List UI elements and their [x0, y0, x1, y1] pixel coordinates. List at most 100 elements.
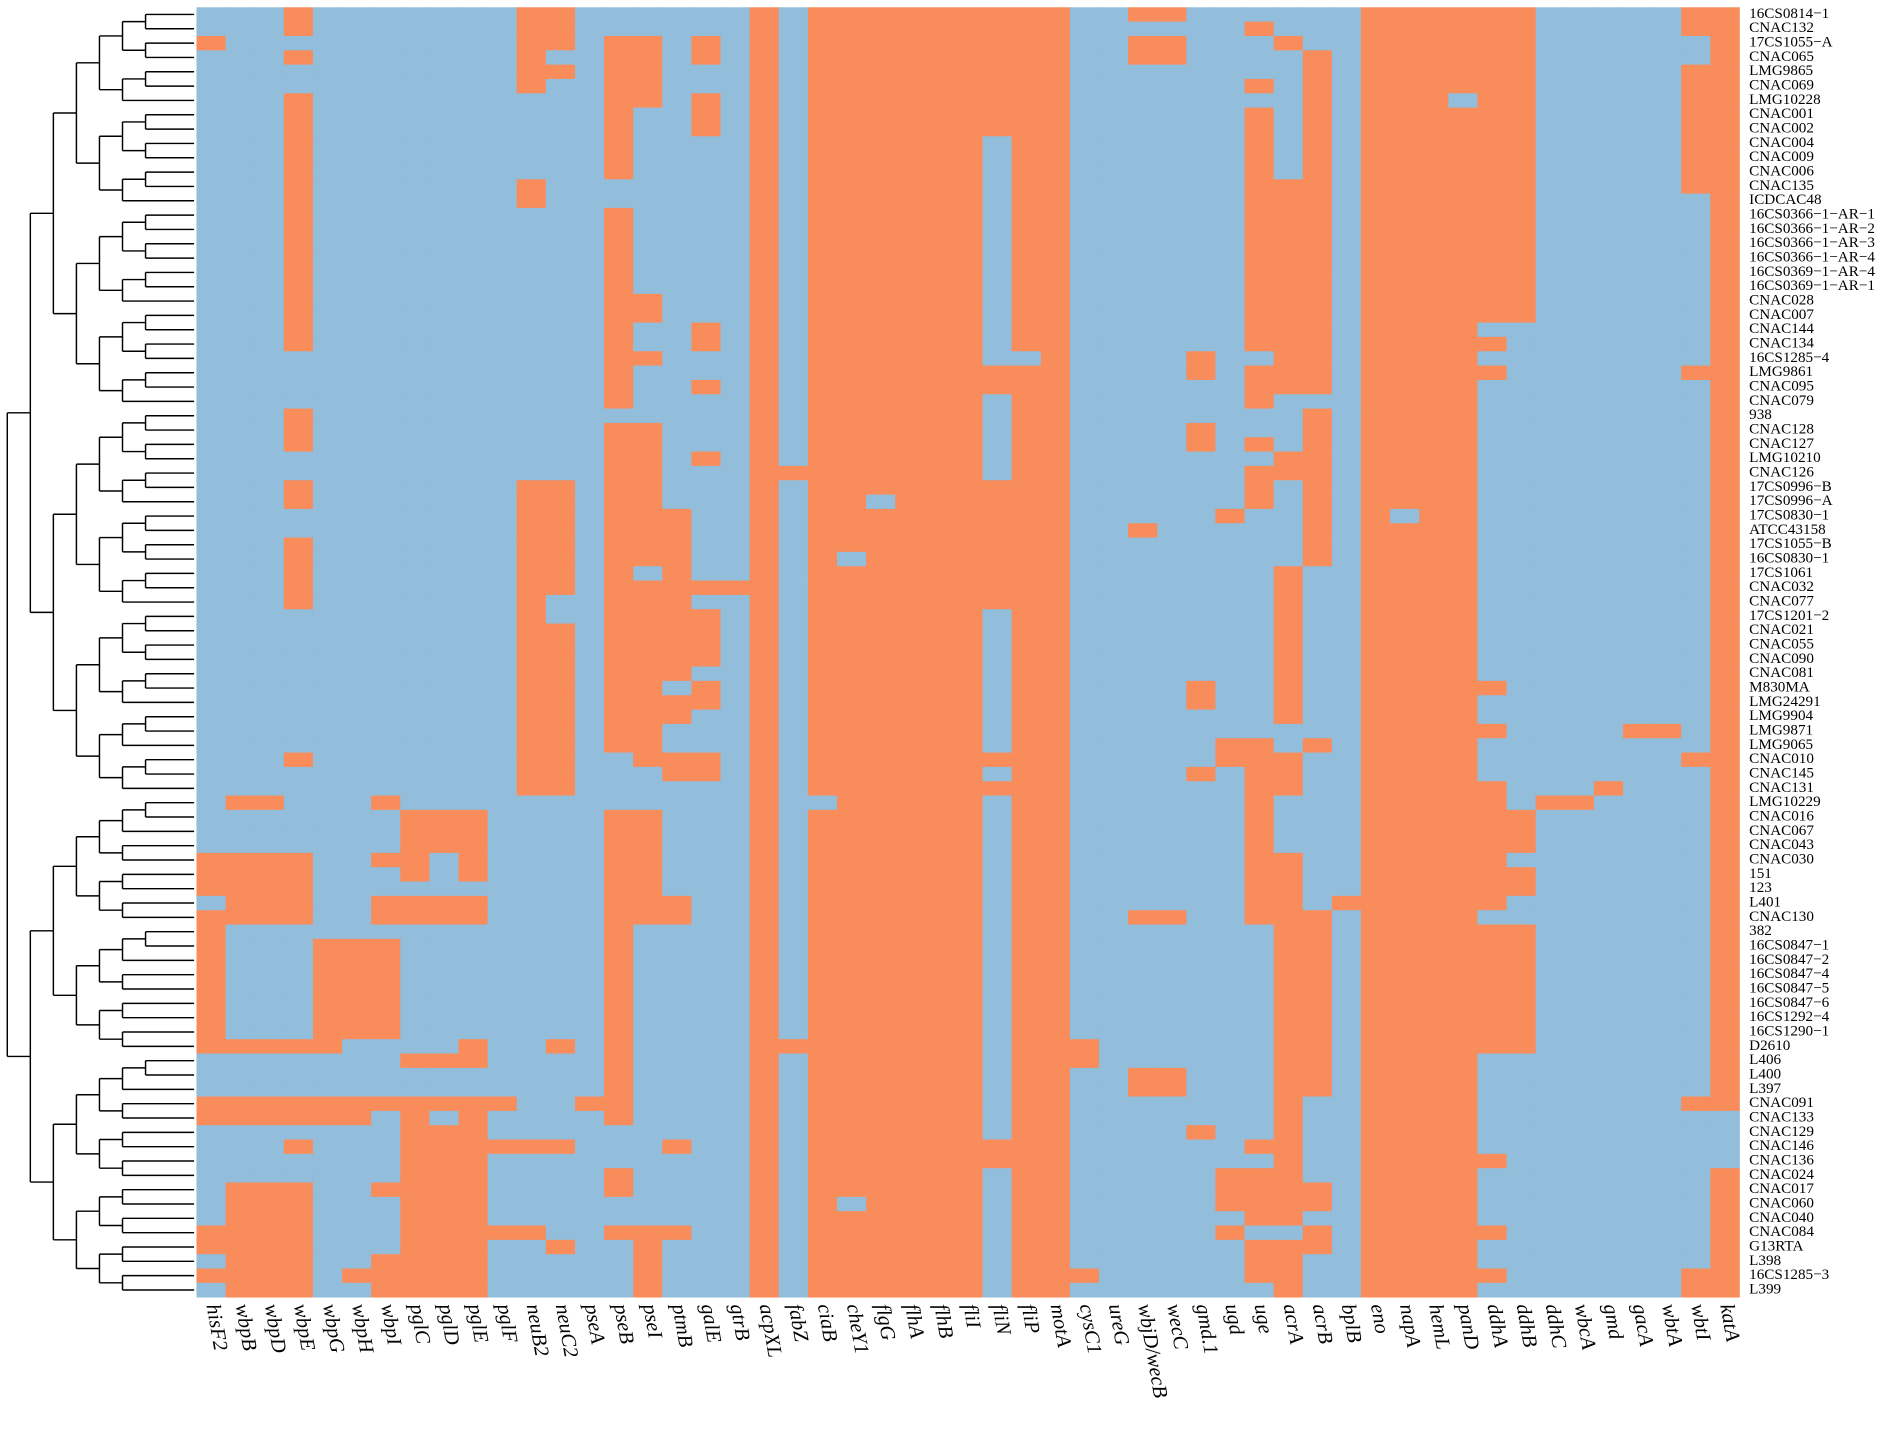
heatmap-cell: [429, 910, 459, 925]
heatmap-cell: [1593, 795, 1624, 811]
heatmap-cell: [254, 723, 285, 739]
heatmap-cell: [545, 738, 576, 753]
heatmap-cell: [1215, 193, 1245, 209]
heatmap-cell: [778, 236, 809, 252]
heatmap-cell: [720, 609, 751, 624]
heatmap-cell: [604, 250, 634, 266]
heatmap-cell: [1098, 523, 1129, 538]
heatmap-cell: [545, 637, 576, 653]
heatmap-cell: [1477, 867, 1507, 882]
heatmap-cell: [807, 852, 838, 868]
heatmap-cell: [254, 1024, 285, 1040]
heatmap-cell: [924, 766, 954, 782]
heatmap-cell: [633, 451, 663, 467]
heatmap-cell: [312, 265, 343, 280]
heatmap-cell: [225, 938, 256, 954]
heatmap-cell: [458, 1211, 488, 1226]
heatmap-cell: [749, 1096, 780, 1112]
heatmap-cell: [1681, 35, 1711, 51]
heatmap-cell: [691, 680, 721, 696]
heatmap-cell: [895, 1010, 925, 1026]
heatmap-cell: [371, 781, 401, 796]
heatmap-cell: [516, 723, 547, 739]
row-label: CNAC146: [1749, 1137, 1814, 1154]
heatmap-cell: [312, 179, 343, 194]
heatmap-cell: [342, 1282, 372, 1298]
heatmap-cell: [342, 351, 372, 366]
heatmap-cell: [749, 21, 780, 37]
heatmap-cell: [749, 924, 780, 940]
heatmap-cell: [283, 752, 314, 768]
heatmap-cell: [516, 1024, 547, 1040]
heatmap-cell: [924, 1053, 954, 1069]
heatmap-cell: [1652, 666, 1682, 682]
heatmap-cell: [545, 451, 576, 467]
heatmap-cell: [749, 809, 780, 825]
heatmap-cell: [749, 351, 780, 366]
heatmap-cell: [400, 881, 430, 897]
heatmap-cell: [720, 308, 751, 323]
heatmap-cell: [429, 7, 459, 22]
heatmap-cell: [1593, 1139, 1624, 1155]
heatmap-cell: [778, 121, 809, 137]
heatmap-cell: [1448, 967, 1478, 983]
heatmap-cell: [1419, 394, 1449, 409]
heatmap-cell: [982, 1024, 1013, 1040]
heatmap-cell: [1186, 910, 1216, 925]
row-label: CNAC043: [1749, 836, 1814, 853]
heatmap-cell: [1040, 795, 1071, 811]
heatmap-cell: [953, 867, 983, 882]
heatmap-cell: [1069, 293, 1100, 309]
heatmap-cell: [196, 78, 226, 94]
heatmap-cell: [429, 1024, 459, 1040]
heatmap-cell: [1157, 795, 1187, 811]
heatmap-cell: [1040, 7, 1071, 22]
heatmap-cell: [749, 236, 780, 252]
heatmap-cell: [1244, 594, 1275, 610]
heatmap-cell: [1215, 523, 1245, 538]
heatmap-cell: [691, 250, 721, 266]
heatmap-cell: [1302, 494, 1333, 510]
heatmap-cell: [1419, 695, 1449, 710]
heatmap-cell: [1011, 193, 1042, 209]
heatmap-cell: [604, 451, 634, 467]
heatmap-cell: [545, 50, 576, 65]
heatmap-cell: [487, 465, 518, 481]
heatmap-cell: [953, 523, 983, 538]
heatmap-cell: [371, 265, 401, 280]
heatmap-cell: [342, 910, 372, 925]
heatmap-cell: [458, 1067, 488, 1083]
heatmap-cell: [1710, 308, 1740, 323]
heatmap-cell: [1244, 1282, 1275, 1298]
heatmap-cell: [1069, 594, 1100, 610]
heatmap-cell: [342, 523, 372, 538]
heatmap-cell: [1477, 394, 1507, 409]
heatmap-cell: [1215, 709, 1245, 725]
heatmap-cell: [1506, 265, 1537, 280]
heatmap-cell: [458, 1096, 488, 1112]
heatmap-cell: [254, 838, 285, 854]
heatmap-cell: [1040, 279, 1071, 295]
heatmap-cell: [1128, 365, 1158, 381]
heatmap-cell: [866, 50, 896, 65]
heatmap-cell: [1593, 537, 1624, 553]
heatmap-cell: [1593, 394, 1624, 409]
heatmap-cell: [1215, 1010, 1245, 1026]
heatmap-cell: [895, 1239, 925, 1255]
heatmap-cell: [1506, 981, 1537, 997]
heatmap-cell: [429, 250, 459, 266]
heatmap-cell: [1506, 1067, 1537, 1083]
heatmap-cell: [807, 1153, 838, 1169]
heatmap-cell: [371, 394, 401, 409]
heatmap-cell: [1040, 50, 1071, 65]
column-label: fliI: [958, 1302, 984, 1331]
heatmap-cell: [1477, 50, 1507, 65]
heatmap-cell: [691, 64, 721, 80]
heatmap-cell: [691, 1096, 721, 1112]
heatmap-cell: [196, 121, 226, 137]
column-label: bplB: [1337, 1302, 1366, 1345]
heatmap-cell: [1390, 78, 1420, 94]
heatmap-cell: [1011, 680, 1042, 696]
heatmap-cell: [429, 1225, 459, 1241]
heatmap-cell: [371, 709, 401, 725]
